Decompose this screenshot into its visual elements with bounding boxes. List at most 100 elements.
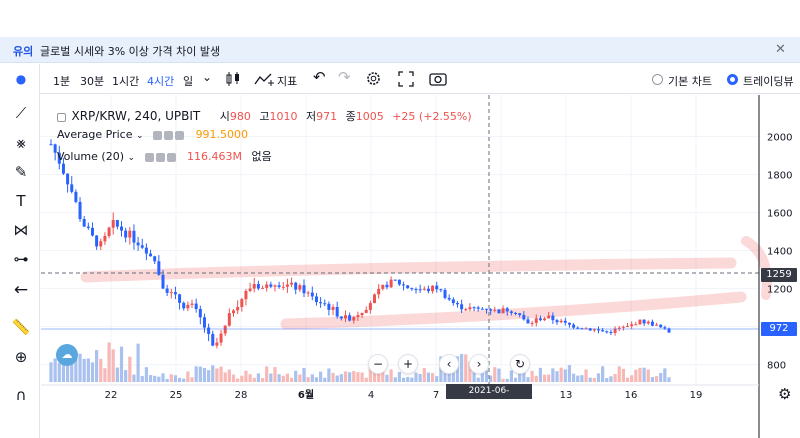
zoom-out-button[interactable]: − xyxy=(368,354,388,374)
candle-body xyxy=(339,316,343,319)
volume-bar xyxy=(302,367,306,382)
close-icon[interactable]: ✕ xyxy=(775,42,786,57)
x-tick-label: 13 xyxy=(560,390,573,401)
basic-chart-radio[interactable] xyxy=(652,74,663,85)
volume-bar xyxy=(248,374,252,382)
volume-bar xyxy=(625,377,630,382)
eye-icon[interactable] xyxy=(144,152,154,162)
zoom-in-icon[interactable]: ⊕ xyxy=(14,348,28,366)
tradingview-label[interactable]: 트레이딩뷰 xyxy=(743,75,794,88)
brush-icon[interactable]: ✎ xyxy=(14,163,28,181)
magnet-icon[interactable]: ∩ xyxy=(15,386,27,404)
candle-body xyxy=(368,303,372,310)
ma-value: 991.5000 xyxy=(195,128,249,141)
volume-value: 116.463M xyxy=(187,150,243,163)
volume-bar xyxy=(298,374,302,382)
volume-bar xyxy=(480,371,484,382)
price-chart[interactable]: 200018001600140012001000800 2225286월4710… xyxy=(41,95,800,438)
ma-label[interactable]: Average Price xyxy=(57,128,133,141)
candle-body xyxy=(306,292,310,294)
chevron-down-icon[interactable]: ⌄ xyxy=(127,153,136,163)
volume-bar xyxy=(65,361,70,382)
fullscreen-icon[interactable] xyxy=(398,71,414,87)
tradingview-radio[interactable] xyxy=(727,74,738,85)
candle-body xyxy=(642,319,646,324)
measure-icon[interactable]: ⊶ xyxy=(13,250,29,268)
volume-bar xyxy=(489,375,493,382)
candle-body xyxy=(663,327,667,329)
candle-body xyxy=(261,287,265,289)
zoom-in-button[interactable]: + xyxy=(398,354,418,374)
volume-bar xyxy=(621,368,625,382)
interval-30m[interactable]: 30분 xyxy=(80,75,105,88)
candle-body xyxy=(144,247,148,254)
candle-body xyxy=(86,226,90,228)
collapse-icon[interactable] xyxy=(57,112,66,122)
volume-bar xyxy=(476,377,480,382)
volume-bar xyxy=(202,367,207,382)
chevron-down-icon[interactable]: ⌄ xyxy=(202,70,213,84)
volume-bar xyxy=(57,362,61,382)
interval-4h[interactable]: 4시간 xyxy=(147,75,175,88)
candle-body xyxy=(182,302,186,309)
volume-bar xyxy=(460,353,464,382)
volume-bar xyxy=(161,373,165,382)
candle-body xyxy=(248,288,252,291)
cursor-dot-icon[interactable]: ● xyxy=(15,72,27,86)
candle-body xyxy=(480,308,484,310)
volume-bar xyxy=(294,370,298,382)
candle-body xyxy=(472,307,476,309)
arrow-left-icon[interactable]: ← xyxy=(13,280,29,300)
chevron-down-icon[interactable]: ⌄ xyxy=(136,131,144,141)
candle-body xyxy=(493,309,497,311)
volume-bar xyxy=(265,366,269,382)
volume-bar xyxy=(53,358,57,382)
pattern-icon[interactable]: ⋈ xyxy=(13,221,29,239)
indicator-icon[interactable] xyxy=(254,71,274,87)
volume-bar xyxy=(211,365,215,382)
scroll-right-button[interactable]: › xyxy=(469,354,489,374)
volume-bar xyxy=(215,368,219,382)
ruler-icon[interactable]: 📏 xyxy=(11,318,31,336)
volume-bar xyxy=(572,373,576,382)
interval-1m[interactable]: 1분 xyxy=(53,75,71,88)
x-tick-label: 28 xyxy=(235,390,248,401)
gear-icon[interactable] xyxy=(365,70,382,87)
fib-tool-icon[interactable]: ⨳ xyxy=(16,134,26,152)
candle-body xyxy=(393,279,397,281)
volume-label[interactable]: Volume (20) xyxy=(57,150,124,163)
reset-chart-button[interactable]: ↻ xyxy=(510,354,530,374)
volume-bar xyxy=(194,366,198,382)
candle-body xyxy=(364,309,368,313)
open-value: 980 xyxy=(229,110,251,123)
volume-bar xyxy=(177,377,182,382)
candle-body xyxy=(66,173,70,185)
undo-icon[interactable]: ↶ xyxy=(313,68,326,86)
eye-icon[interactable] xyxy=(153,130,163,140)
trendline-icon[interactable]: ⟋ xyxy=(15,104,27,122)
interval-1h[interactable]: 1시간 xyxy=(112,75,140,88)
text-tool-icon[interactable]: T xyxy=(16,192,26,210)
remove-icon[interactable] xyxy=(175,130,185,140)
settings-icon[interactable] xyxy=(155,152,165,162)
gear-icon[interactable]: ⚙ xyxy=(778,385,792,403)
camera-icon[interactable] xyxy=(429,71,447,87)
indicator-button[interactable]: 지표 xyxy=(277,75,298,88)
candle-body xyxy=(323,303,327,305)
interval-day[interactable]: 일 xyxy=(183,75,194,88)
basic-chart-label[interactable]: 기본 차트 xyxy=(668,75,712,88)
candle-body xyxy=(659,324,663,328)
candle-body xyxy=(563,320,567,323)
remove-icon[interactable] xyxy=(166,152,176,162)
y-tick-label: 1200 xyxy=(767,285,792,296)
candle-body xyxy=(236,307,240,311)
volume-bar xyxy=(186,371,190,382)
candle-body xyxy=(153,256,157,262)
settings-icon[interactable] xyxy=(164,130,174,140)
candle-body xyxy=(128,230,132,238)
volume-bar xyxy=(559,367,563,382)
volume-bar xyxy=(534,375,538,382)
scroll-left-button[interactable]: ‹ xyxy=(439,354,459,374)
candle-style-icon[interactable] xyxy=(224,71,242,87)
change-value: +25 (+2.55%) xyxy=(392,110,472,123)
